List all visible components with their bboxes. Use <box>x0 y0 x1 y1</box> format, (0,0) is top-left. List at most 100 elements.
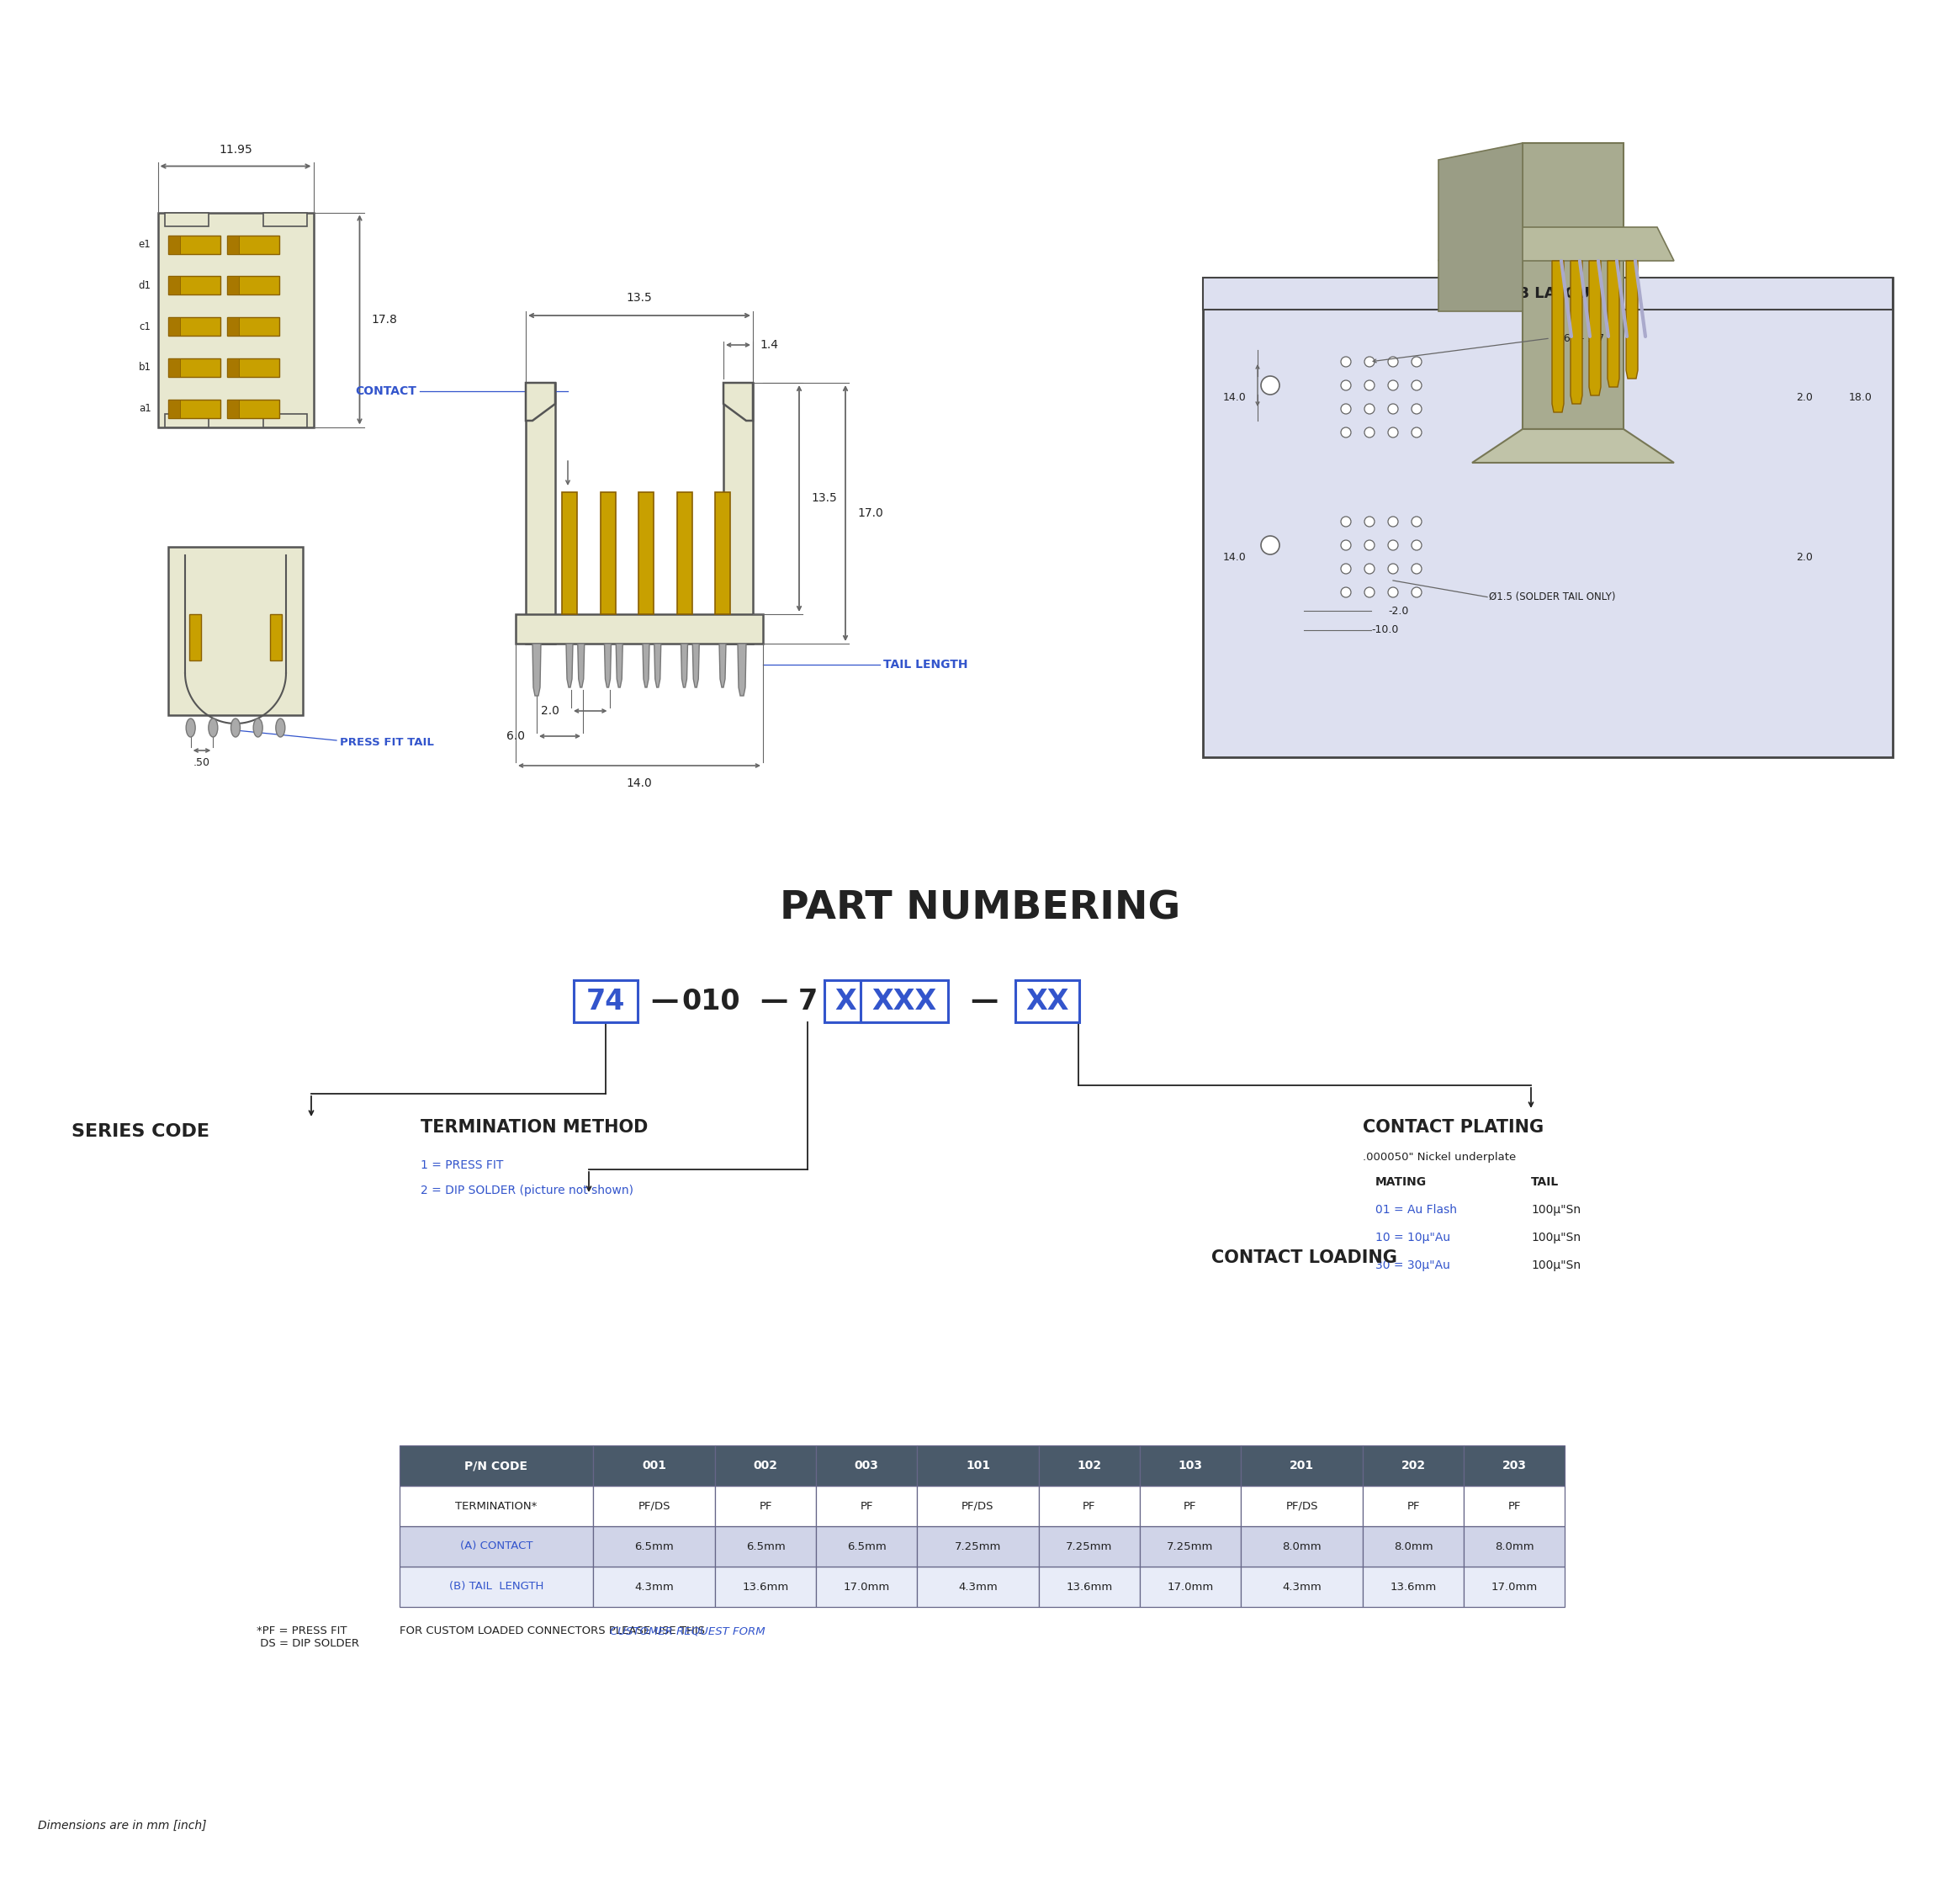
Text: 17.0: 17.0 <box>857 507 884 519</box>
Polygon shape <box>1590 261 1601 396</box>
Circle shape <box>1260 536 1280 555</box>
Bar <box>1362 1526 1464 1567</box>
Text: XX: XX <box>1025 988 1068 1015</box>
Bar <box>263 212 306 225</box>
Bar <box>1362 1446 1464 1486</box>
Text: 14.0: 14.0 <box>1223 392 1247 403</box>
Ellipse shape <box>253 719 263 736</box>
Text: PRESS FIT TAIL: PRESS FIT TAIL <box>339 736 433 748</box>
Bar <box>715 1486 815 1526</box>
Text: 6.0: 6.0 <box>506 731 525 742</box>
Text: 74: 74 <box>586 988 625 1015</box>
Bar <box>157 212 314 428</box>
Polygon shape <box>566 644 572 687</box>
Text: SERIES CODE: SERIES CODE <box>71 1123 210 1140</box>
Bar <box>594 1446 715 1486</box>
Bar <box>263 413 306 428</box>
Text: 8.0mm: 8.0mm <box>1495 1541 1535 1552</box>
Text: X: X <box>835 988 857 1015</box>
Circle shape <box>1388 517 1397 526</box>
Bar <box>1039 1567 1141 1607</box>
Text: MATING: MATING <box>1376 1176 1427 1189</box>
Polygon shape <box>604 644 612 687</box>
Text: —: — <box>970 988 998 1015</box>
Ellipse shape <box>208 719 218 736</box>
Bar <box>169 318 180 335</box>
Bar <box>270 613 282 661</box>
Bar <box>169 399 180 418</box>
Text: 8.0mm: 8.0mm <box>1282 1541 1321 1552</box>
Text: 1.4: 1.4 <box>760 339 778 350</box>
Polygon shape <box>1552 261 1564 413</box>
Polygon shape <box>578 644 584 687</box>
Polygon shape <box>692 644 700 687</box>
Bar <box>227 399 239 418</box>
Polygon shape <box>1472 430 1674 462</box>
Text: 4.3mm: 4.3mm <box>1282 1581 1321 1592</box>
Bar <box>515 613 762 644</box>
Text: 13.5: 13.5 <box>627 292 653 303</box>
Polygon shape <box>1570 261 1582 403</box>
Text: 1 = PRESS FIT: 1 = PRESS FIT <box>421 1159 504 1172</box>
Bar <box>594 1567 715 1607</box>
Text: 001: 001 <box>641 1460 666 1471</box>
Circle shape <box>1364 587 1374 598</box>
Ellipse shape <box>231 719 241 736</box>
Text: 14.0: 14.0 <box>627 778 653 789</box>
Text: 13.6mm: 13.6mm <box>1066 1581 1113 1592</box>
Circle shape <box>1388 540 1397 551</box>
Text: 17.0mm: 17.0mm <box>1166 1581 1213 1592</box>
Bar <box>676 492 692 613</box>
Text: -10.0: -10.0 <box>1372 625 1397 636</box>
Text: 202: 202 <box>1401 1460 1425 1471</box>
Bar <box>917 1567 1039 1607</box>
Circle shape <box>1411 540 1421 551</box>
Text: TERMINATION METHOD: TERMINATION METHOD <box>421 1119 649 1136</box>
Bar <box>227 358 239 377</box>
Bar <box>227 276 278 295</box>
Bar <box>815 1526 917 1567</box>
Circle shape <box>1411 517 1421 526</box>
Bar <box>917 1486 1039 1526</box>
Text: 18.0: 18.0 <box>1848 392 1872 403</box>
Polygon shape <box>1439 144 1523 310</box>
Circle shape <box>1411 587 1421 598</box>
Bar <box>1039 1486 1141 1526</box>
Circle shape <box>1388 428 1397 437</box>
Text: PF: PF <box>860 1501 872 1511</box>
Circle shape <box>1341 356 1350 367</box>
Bar <box>227 276 239 295</box>
Circle shape <box>1341 428 1350 437</box>
Text: TERMINATION*: TERMINATION* <box>455 1501 537 1511</box>
Bar <box>1464 1526 1564 1567</box>
Text: 7.25mm: 7.25mm <box>1166 1541 1213 1552</box>
Text: 7.25mm: 7.25mm <box>955 1541 1002 1552</box>
Text: 2.0: 2.0 <box>1795 392 1813 403</box>
Bar <box>723 382 753 644</box>
Bar <box>169 547 304 716</box>
Text: 6.5mm: 6.5mm <box>847 1541 886 1552</box>
Bar <box>1464 1446 1564 1486</box>
Text: 4.3mm: 4.3mm <box>635 1581 674 1592</box>
Text: TAIL LENGTH: TAIL LENGTH <box>884 659 968 670</box>
Polygon shape <box>655 644 661 687</box>
Text: PF: PF <box>1184 1501 1198 1511</box>
Polygon shape <box>525 382 555 420</box>
Text: c1: c1 <box>139 322 151 331</box>
Bar <box>400 1567 594 1607</box>
Text: XXX: XXX <box>872 988 937 1015</box>
Circle shape <box>1341 380 1350 390</box>
Bar <box>1203 278 1893 757</box>
Text: 100μ"Sn: 100μ"Sn <box>1531 1204 1580 1215</box>
Bar <box>1241 1526 1362 1567</box>
Bar <box>917 1526 1039 1567</box>
Bar <box>1464 1486 1564 1526</box>
Circle shape <box>1341 587 1350 598</box>
Text: 2.0: 2.0 <box>1795 551 1813 562</box>
Ellipse shape <box>186 719 196 736</box>
Text: 203: 203 <box>1501 1460 1527 1471</box>
Bar <box>1241 1486 1362 1526</box>
Bar <box>169 399 220 418</box>
Bar <box>1141 1486 1241 1526</box>
Bar <box>639 492 653 613</box>
